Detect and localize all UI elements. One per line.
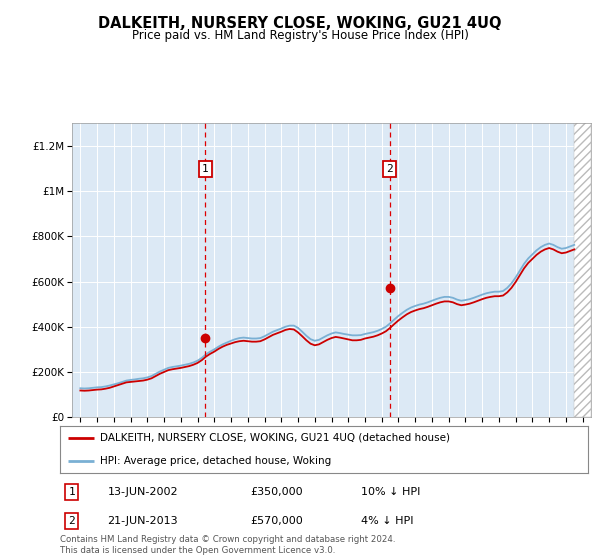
- Text: Contains HM Land Registry data © Crown copyright and database right 2024.
This d: Contains HM Land Registry data © Crown c…: [60, 535, 395, 555]
- Text: 2: 2: [386, 164, 393, 174]
- Text: 13-JUN-2002: 13-JUN-2002: [107, 487, 178, 497]
- Text: DALKEITH, NURSERY CLOSE, WOKING, GU21 4UQ: DALKEITH, NURSERY CLOSE, WOKING, GU21 4U…: [98, 16, 502, 31]
- Text: 2: 2: [68, 516, 75, 526]
- Text: £350,000: £350,000: [250, 487, 303, 497]
- Text: 10% ↓ HPI: 10% ↓ HPI: [361, 487, 421, 497]
- Text: 1: 1: [202, 164, 208, 174]
- Text: 4% ↓ HPI: 4% ↓ HPI: [361, 516, 413, 526]
- Text: HPI: Average price, detached house, Woking: HPI: Average price, detached house, Woki…: [100, 456, 331, 466]
- Text: Price paid vs. HM Land Registry's House Price Index (HPI): Price paid vs. HM Land Registry's House …: [131, 29, 469, 42]
- Text: £570,000: £570,000: [250, 516, 303, 526]
- Text: 1: 1: [68, 487, 75, 497]
- Text: DALKEITH, NURSERY CLOSE, WOKING, GU21 4UQ (detached house): DALKEITH, NURSERY CLOSE, WOKING, GU21 4U…: [100, 432, 449, 442]
- Text: 21-JUN-2013: 21-JUN-2013: [107, 516, 178, 526]
